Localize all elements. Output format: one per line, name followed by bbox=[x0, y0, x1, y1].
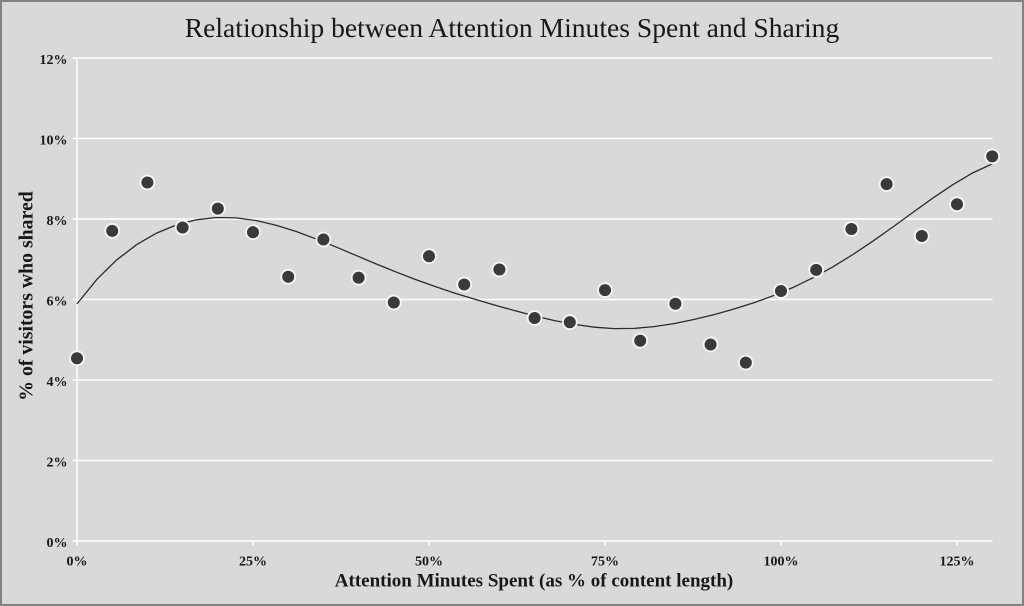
svg-text:0%: 0% bbox=[47, 536, 68, 551]
svg-text:0%: 0% bbox=[67, 555, 88, 570]
svg-text:6%: 6% bbox=[47, 295, 68, 310]
svg-text:4%: 4% bbox=[47, 375, 68, 390]
svg-text:% of visitors who shared: % of visitors who shared bbox=[16, 191, 38, 401]
svg-text:Relationship between Attention: Relationship between Attention Minutes S… bbox=[185, 12, 840, 43]
svg-text:2%: 2% bbox=[47, 456, 68, 471]
svg-text:125%: 125% bbox=[940, 555, 975, 570]
svg-text:100%: 100% bbox=[764, 555, 799, 570]
svg-text:12%: 12% bbox=[40, 53, 68, 68]
svg-text:10%: 10% bbox=[40, 134, 68, 149]
svg-text:8%: 8% bbox=[47, 214, 68, 229]
svg-text:25%: 25% bbox=[239, 555, 267, 570]
svg-text:75%: 75% bbox=[591, 555, 619, 570]
svg-text:50%: 50% bbox=[415, 555, 443, 570]
svg-text:Attention Minutes Spent (as %: Attention Minutes Spent (as % of content… bbox=[335, 571, 733, 592]
